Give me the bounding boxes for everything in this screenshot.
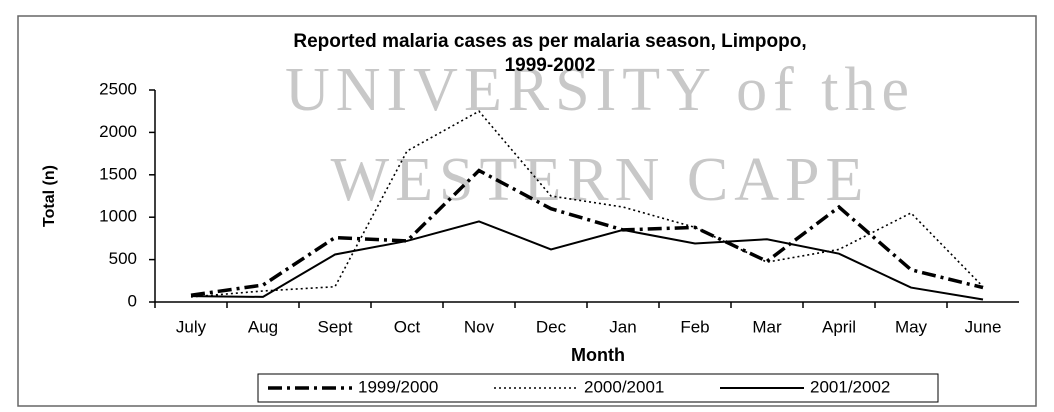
x-tick-label: June [965,317,1002,336]
x-tick-label: Feb [680,317,709,336]
series-line [190,110,984,298]
legend-label: 1999/2000 [358,377,438,396]
x-tick-label: Nov [464,317,495,336]
chart-title: Reported malaria cases as per malaria se… [293,31,806,52]
x-tick-label: July [176,317,207,336]
y-tick-label: 1500 [99,164,137,183]
chart-title: 1999-2002 [505,55,596,76]
y-tick-label: 0 [128,291,137,310]
x-tick-label: Dec [536,317,567,336]
x-tick-label: Aug [248,317,278,336]
watermark: WESTERN CAPE [331,146,870,214]
chart-border [17,15,1037,407]
x-tick-label: Oct [394,317,421,336]
watermark: UNIVERSITY of the [285,56,915,124]
legend-label: 2001/2002 [810,377,890,396]
legend-label: 2000/2001 [584,377,664,396]
series-line [190,220,984,301]
x-tick-label: April [822,317,856,336]
x-tick-label: May [895,317,928,336]
x-axis-label: Month [571,345,625,365]
legend-box [257,373,939,403]
y-axis-label: Total (n) [41,165,58,227]
y-tick-label: 1000 [99,207,137,226]
series-line [190,168,984,297]
x-tick-label: Jan [609,317,636,336]
x-tick-label: Mar [752,317,782,336]
y-tick-label: 2000 [99,122,137,141]
y-tick-label: 500 [109,249,137,268]
y-tick-label: 2500 [99,79,137,98]
x-tick-label: Sept [318,317,353,336]
